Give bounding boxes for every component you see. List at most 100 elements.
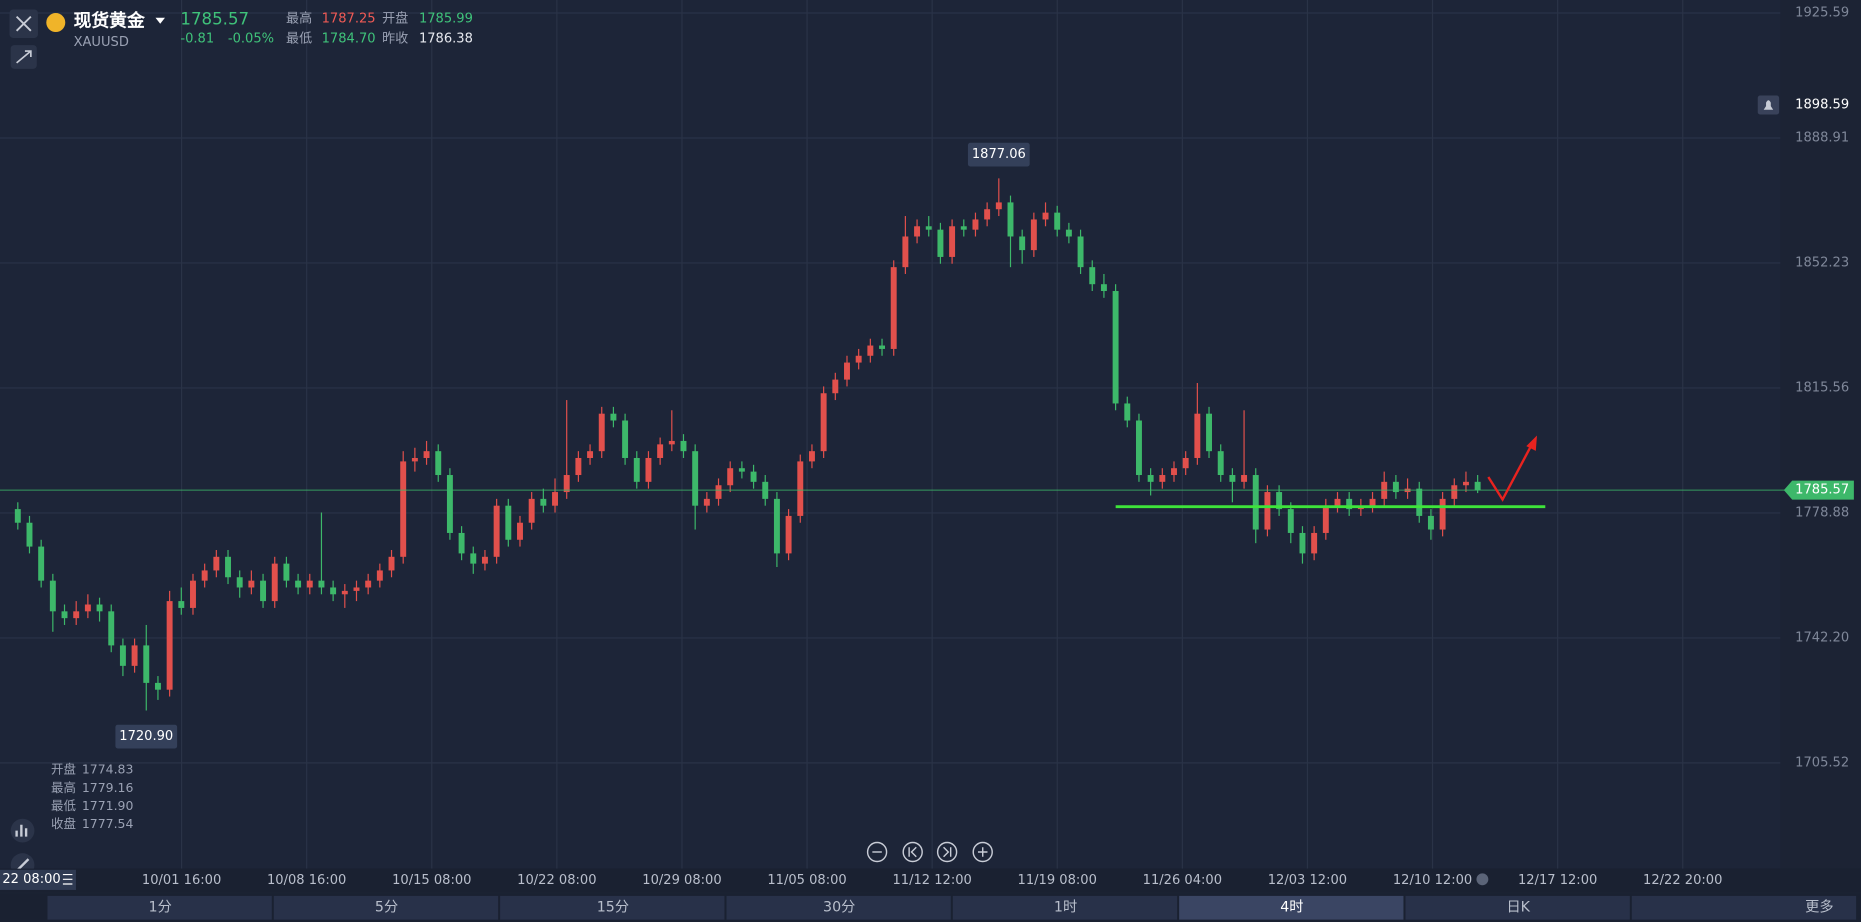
candle-body xyxy=(1264,492,1271,530)
header-change-pct: -0.05% xyxy=(228,32,274,47)
candle-body xyxy=(960,226,967,230)
candle-body xyxy=(14,509,21,523)
candle-body xyxy=(575,457,582,476)
zoom-out-button[interactable] xyxy=(866,841,888,863)
candle-body xyxy=(26,522,33,547)
candle-body xyxy=(154,682,161,690)
tab-label: 日K xyxy=(1506,900,1530,916)
candle-body xyxy=(1334,498,1341,506)
candle-body xyxy=(1276,492,1283,510)
candle-body xyxy=(225,556,231,578)
candle-body xyxy=(119,645,126,666)
tab-button[interactable] xyxy=(952,895,1178,920)
candle-body xyxy=(1089,267,1096,285)
candle-body xyxy=(1439,498,1446,530)
candle-body xyxy=(1077,236,1084,268)
tab-label: 4时 xyxy=(1280,899,1303,916)
candle-body xyxy=(306,580,313,588)
x-tick-label: 10/29 08:00 xyxy=(642,873,721,888)
prev-value: 1786.38 xyxy=(419,32,473,47)
candle-body xyxy=(96,604,103,612)
cursor-time: 22 08:00 xyxy=(2,872,60,887)
x-tick-label: 10/22 08:00 xyxy=(517,873,596,888)
candle-body xyxy=(1135,420,1142,476)
tab-button[interactable] xyxy=(273,895,499,920)
candle-body xyxy=(1427,515,1434,530)
candle-body xyxy=(598,413,605,452)
dropdown-caret[interactable] xyxy=(155,17,165,24)
x-axis-bar xyxy=(0,868,1861,893)
candle-body xyxy=(143,645,150,683)
candle-body xyxy=(692,451,699,506)
candle-body xyxy=(1416,488,1423,516)
first-button[interactable] xyxy=(902,841,923,863)
candle-body xyxy=(703,498,710,506)
candle-body xyxy=(400,461,407,557)
ohlc-info: 开盘 1774.83 最高 1779.16 最低 1771.90 收盘 1777.54 xyxy=(51,762,133,831)
tab-label: 30分 xyxy=(823,899,855,916)
candle-body xyxy=(260,580,267,602)
indicator-button[interactable] xyxy=(10,818,35,843)
candle-body xyxy=(995,202,1002,210)
menu-icon xyxy=(62,873,73,885)
instrument-name[interactable]: 现货黄金 xyxy=(74,9,145,31)
candle-body xyxy=(38,546,45,581)
ohlc-label: 最高 xyxy=(51,780,76,795)
candle-body xyxy=(1311,532,1318,554)
candle-body xyxy=(1206,413,1212,452)
x-tick-label: 12/03 12:00 xyxy=(1268,873,1347,888)
open-label: 开盘 xyxy=(382,10,408,26)
ohlc-label: 开盘 xyxy=(51,762,76,777)
candle-body xyxy=(166,601,173,690)
bell-icon xyxy=(1763,100,1774,110)
tab-button[interactable] xyxy=(726,895,951,920)
candle-body xyxy=(49,580,56,612)
zoom-in-button[interactable] xyxy=(972,841,993,863)
candle-body xyxy=(844,362,850,380)
tab-button[interactable] xyxy=(1631,895,1857,920)
last-price-tag xyxy=(1783,480,1854,500)
candle-body xyxy=(820,393,827,452)
x-tick-label: 10/15 08:00 xyxy=(392,873,471,888)
x-tick-label: 12/22 20:00 xyxy=(1643,873,1722,888)
candle-body xyxy=(785,515,792,554)
candle-body xyxy=(61,611,68,619)
y-tick-label: 1778.88 xyxy=(1795,505,1849,520)
candle-body xyxy=(295,580,302,588)
candle-body xyxy=(248,580,255,588)
candle-body xyxy=(727,468,734,486)
x-tick-label: 11/19 08:00 xyxy=(1018,873,1097,888)
candle-body xyxy=(1462,481,1469,486)
last-button[interactable] xyxy=(936,841,958,863)
candle-body xyxy=(1299,532,1306,554)
tab-button[interactable] xyxy=(1405,895,1630,920)
candle-body xyxy=(633,457,640,482)
candle-body xyxy=(318,580,325,588)
candle-body xyxy=(365,580,372,588)
plot-area xyxy=(0,0,1780,869)
candle-body xyxy=(470,553,477,564)
candle-body xyxy=(190,580,196,608)
candle-body xyxy=(435,451,442,476)
y-tick-label: 1852.23 xyxy=(1795,255,1849,270)
x-tick-label: 12/10 12:00 xyxy=(1393,873,1472,888)
tab-button[interactable] xyxy=(500,895,725,920)
candle-body xyxy=(1369,498,1376,506)
candle-body xyxy=(353,587,360,591)
candle-body xyxy=(1030,219,1037,251)
x-tick-label: 11/05 08:00 xyxy=(767,873,846,888)
candle-body xyxy=(645,457,652,482)
instrument-symbol: XAUUSD xyxy=(74,35,129,50)
candle-body xyxy=(832,379,839,394)
candle-body xyxy=(330,587,337,595)
candle-body xyxy=(610,413,617,421)
candle-body xyxy=(984,209,991,220)
tab-button[interactable] xyxy=(47,895,272,920)
candle-body xyxy=(1019,236,1026,251)
zoom-in-icon xyxy=(977,847,988,857)
candle-body xyxy=(738,468,745,472)
cursor-time-box xyxy=(0,869,76,890)
x-tick-label: 10/01 16:00 xyxy=(142,873,221,888)
candle-body xyxy=(715,485,722,499)
tab-button[interactable] xyxy=(1179,895,1404,920)
